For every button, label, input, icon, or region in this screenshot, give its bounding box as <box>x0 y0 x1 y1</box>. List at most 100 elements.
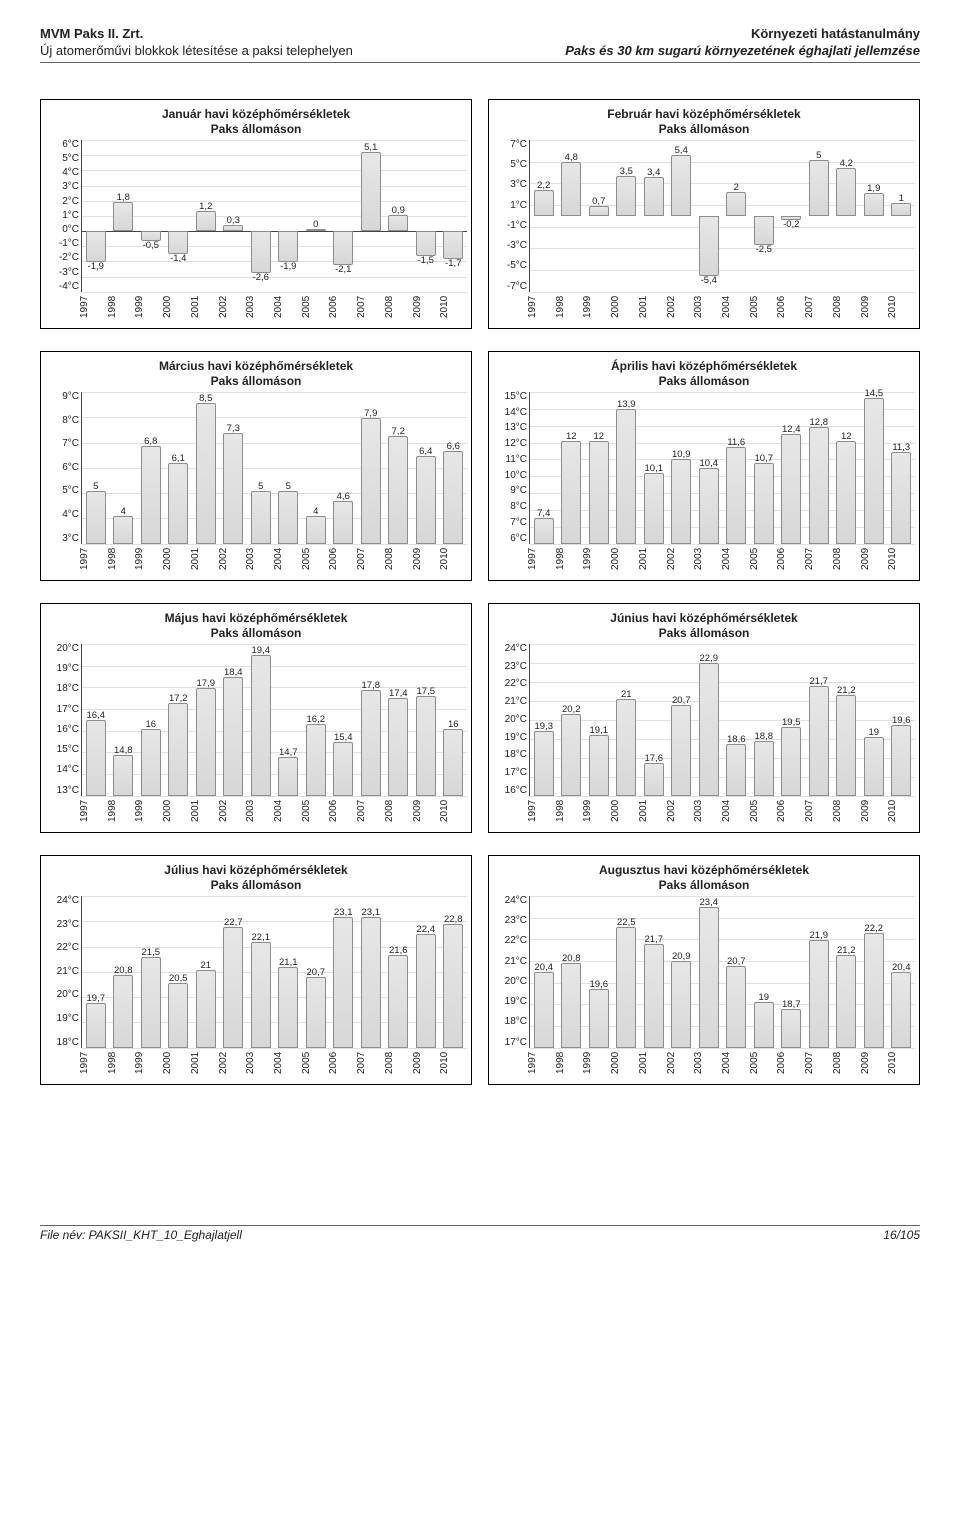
bar: 6,1 <box>165 392 193 544</box>
bar: -2,6 <box>247 140 275 292</box>
bar-value-label: 23,1 <box>330 907 358 918</box>
x-tick: 2010 <box>439 544 467 576</box>
bar-value-label: 17,6 <box>640 753 668 764</box>
plot-area: 16,414,81617,217,918,419,414,716,215,417… <box>81 644 467 796</box>
bar: -0,5 <box>137 140 165 292</box>
bar-value-label: 6,6 <box>440 441 468 452</box>
x-tick: 2007 <box>804 544 832 576</box>
bar: 4 <box>110 392 138 544</box>
x-tick: 2006 <box>328 796 356 828</box>
chart-title: Április havi középhőmérsékletekPaks állo… <box>493 356 915 392</box>
bar: 0 <box>302 140 330 292</box>
x-tick: 2005 <box>301 1048 329 1080</box>
plot-area: -1,91,8-0,5-1,41,20,3-2,6-1,90-2,15,10,9… <box>81 140 467 292</box>
bar-value-label: 22,8 <box>440 914 468 925</box>
x-tick: 2000 <box>610 796 638 828</box>
plot-area: 546,86,18,57,35544,67,97,26,46,6 <box>81 392 467 544</box>
bar: 5 <box>82 392 110 544</box>
x-tick: 2008 <box>384 544 412 576</box>
x-tick: 1998 <box>555 796 583 828</box>
bar: 11,6 <box>723 392 751 544</box>
chart-title: Augusztus havi középhőmérsékletekPaks ál… <box>493 860 915 896</box>
bar: 7,3 <box>220 392 248 544</box>
x-tick: 2006 <box>776 796 804 828</box>
x-tick: 2003 <box>245 1048 273 1080</box>
x-tick: 2002 <box>666 796 694 828</box>
bar: 6,6 <box>440 392 468 544</box>
bar-value-label: 22,7 <box>220 917 248 928</box>
x-tick: 2009 <box>412 292 440 324</box>
bar-value-label: 0,7 <box>585 196 613 207</box>
bar: 13,9 <box>613 392 641 544</box>
y-axis: 20°C19°C18°C17°C16°C15°C14°C13°C <box>45 644 81 796</box>
x-tick: 2005 <box>749 796 777 828</box>
x-tick: 2010 <box>439 1048 467 1080</box>
x-tick: 2008 <box>384 796 412 828</box>
bar-value-label: 21,1 <box>275 957 303 968</box>
bar-value-label: 21 <box>613 689 641 700</box>
bar: 19 <box>860 644 888 796</box>
bar: 2,2 <box>530 140 558 292</box>
bar-value-label: 1,9 <box>860 183 888 194</box>
bar: 17,6 <box>640 644 668 796</box>
x-tick: 1997 <box>527 796 555 828</box>
bar: 18,8 <box>750 644 778 796</box>
page-footer: File név: PAKSII_KHT_10_Eghajlatjell 16/… <box>40 1225 920 1242</box>
x-tick: 1998 <box>555 292 583 324</box>
bar-value-label: 10,1 <box>640 463 668 474</box>
bar-value-label: 8,5 <box>192 393 220 404</box>
x-tick: 2001 <box>638 1048 666 1080</box>
bar: 21,9 <box>805 896 833 1048</box>
bar-value-label: 20,4 <box>530 962 558 973</box>
bar: 21,2 <box>833 896 861 1048</box>
chart-title: Január havi középhőmérsékletekPaks állom… <box>45 104 467 140</box>
x-axis: 1997199819992000200120022003200420052006… <box>45 292 467 324</box>
bar: 21 <box>613 644 641 796</box>
x-tick: 1997 <box>527 544 555 576</box>
x-tick: 1998 <box>555 544 583 576</box>
x-axis: 1997199819992000200120022003200420052006… <box>45 796 467 828</box>
bar: -1,9 <box>82 140 110 292</box>
plot-area: 2,24,80,73,53,45,4-5,42-2,5-0,254,21,91 <box>529 140 915 292</box>
x-tick: 2001 <box>638 292 666 324</box>
plot-area: 7,4121213,910,110,910,411,610,712,412,81… <box>529 392 915 544</box>
x-tick: 2000 <box>610 1048 638 1080</box>
x-tick: 2002 <box>218 292 246 324</box>
x-tick: 2005 <box>749 292 777 324</box>
bar-value-label: 4,6 <box>330 491 358 502</box>
x-tick: 2001 <box>638 796 666 828</box>
bar: 19,4 <box>247 644 275 796</box>
bar: -2,1 <box>330 140 358 292</box>
x-tick: 2000 <box>162 544 190 576</box>
x-tick: 2002 <box>218 1048 246 1080</box>
bar-value-label: -2,1 <box>330 264 358 275</box>
bar: 12,8 <box>805 392 833 544</box>
plot-area: 20,420,819,622,521,720,923,420,71918,721… <box>529 896 915 1048</box>
x-tick: 2008 <box>832 544 860 576</box>
x-tick: 2008 <box>832 292 860 324</box>
bar: 17,5 <box>412 644 440 796</box>
x-tick: 2008 <box>832 796 860 828</box>
bar-value-label: 7,4 <box>530 508 558 519</box>
x-tick: 1999 <box>582 796 610 828</box>
x-tick: 1999 <box>134 796 162 828</box>
x-tick: 2007 <box>356 1048 384 1080</box>
bar: 6,8 <box>137 392 165 544</box>
x-tick: 2006 <box>776 544 804 576</box>
bar: 12 <box>833 392 861 544</box>
x-tick: 2003 <box>693 1048 721 1080</box>
bar-value-label: 3,4 <box>640 167 668 178</box>
bar: 21,7 <box>640 896 668 1048</box>
bar-value-label: 0 <box>302 219 330 230</box>
bar-value-label: 23,4 <box>695 897 723 908</box>
x-tick: 2001 <box>638 544 666 576</box>
bar: 19,7 <box>82 896 110 1048</box>
bar-value-label: 4 <box>110 506 138 517</box>
bar-value-label: 11,3 <box>888 442 916 453</box>
x-axis: 1997199819992000200120022003200420052006… <box>493 796 915 828</box>
bar-value-label: 7,3 <box>220 423 248 434</box>
bar: 16 <box>137 644 165 796</box>
bar: 20,7 <box>302 896 330 1048</box>
bar-value-label: 4 <box>302 506 330 517</box>
bar: 22,4 <box>412 896 440 1048</box>
